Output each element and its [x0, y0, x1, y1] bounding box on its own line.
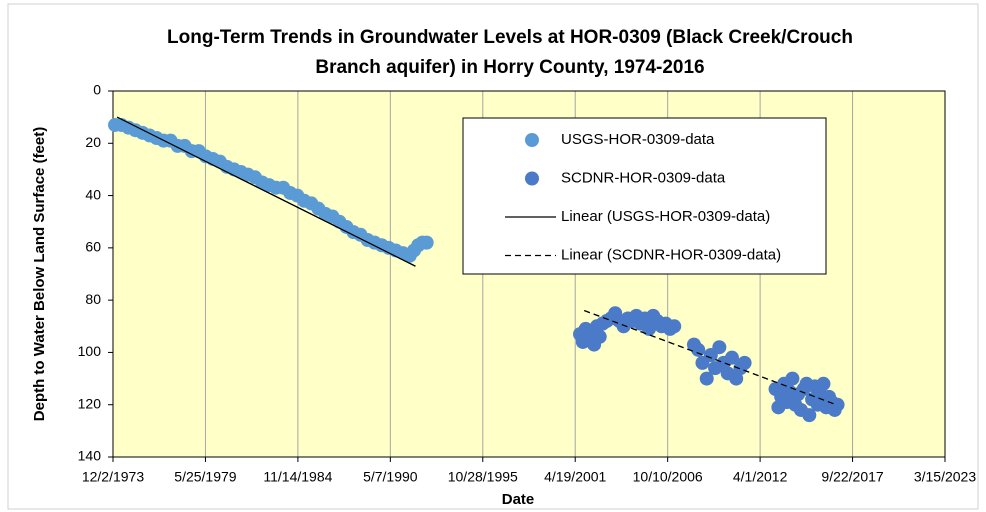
- x-tick-label: 9/22/2017: [821, 469, 883, 485]
- x-tick-label: 5/7/1990: [363, 469, 418, 485]
- legend-marker: [525, 133, 539, 147]
- y-axis-title: Depth to Water Below Land Surface (feet): [31, 127, 48, 421]
- x-tick-label: 5/25/1979: [174, 469, 236, 485]
- y-tick-label: 40: [85, 186, 101, 202]
- x-tick-label: 4/19/2001: [544, 469, 606, 485]
- y-tick-label: 60: [85, 239, 101, 255]
- data-point: [785, 371, 800, 386]
- data-point: [699, 371, 714, 386]
- x-tick-label: 11/14/1984: [263, 469, 332, 485]
- legend-label: USGS-HOR-0309-data: [561, 131, 715, 148]
- y-tick-label: 80: [85, 291, 101, 307]
- legend-label: Linear (SCDNR-HOR-0309-data): [561, 246, 781, 263]
- y-tick-label: 120: [78, 395, 102, 411]
- data-point: [419, 235, 434, 250]
- data-point: [592, 329, 607, 344]
- data-point: [724, 350, 739, 365]
- data-point: [816, 376, 831, 391]
- data-point: [691, 342, 706, 357]
- y-tick-label: 100: [78, 343, 102, 359]
- y-tick-label: 20: [85, 134, 101, 150]
- x-tick-label: 4/1/2012: [733, 469, 788, 485]
- data-point: [802, 408, 817, 423]
- trend-line: [584, 310, 837, 406]
- data-point: [712, 340, 727, 355]
- chart-title: Branch aquifer) in Horry County, 1974-20…: [315, 57, 704, 78]
- x-tick-label: 12/2/1973: [82, 469, 144, 485]
- trend-line: [116, 116, 416, 267]
- legend-label: Linear (USGS-HOR-0309-data): [561, 208, 770, 225]
- x-axis-title: Date: [502, 491, 535, 508]
- y-tick-label: 140: [78, 448, 102, 464]
- x-tick-label: 10/28/1995: [448, 469, 518, 485]
- legend: [462, 117, 827, 275]
- x-tick-label: 10/10/2006: [633, 469, 703, 485]
- legend-label: SCDNR-HOR-0309-data: [561, 169, 726, 186]
- legend-marker: [525, 171, 539, 186]
- x-tick-label: 3/15/2023: [914, 469, 976, 485]
- data-point: [737, 355, 752, 370]
- y-tick-label: 0: [93, 82, 101, 98]
- plot-frame: [112, 90, 946, 458]
- data-point: [830, 397, 845, 412]
- chart-title: Long-Term Trends in Groundwater Levels a…: [167, 27, 853, 48]
- data-point: [667, 319, 682, 334]
